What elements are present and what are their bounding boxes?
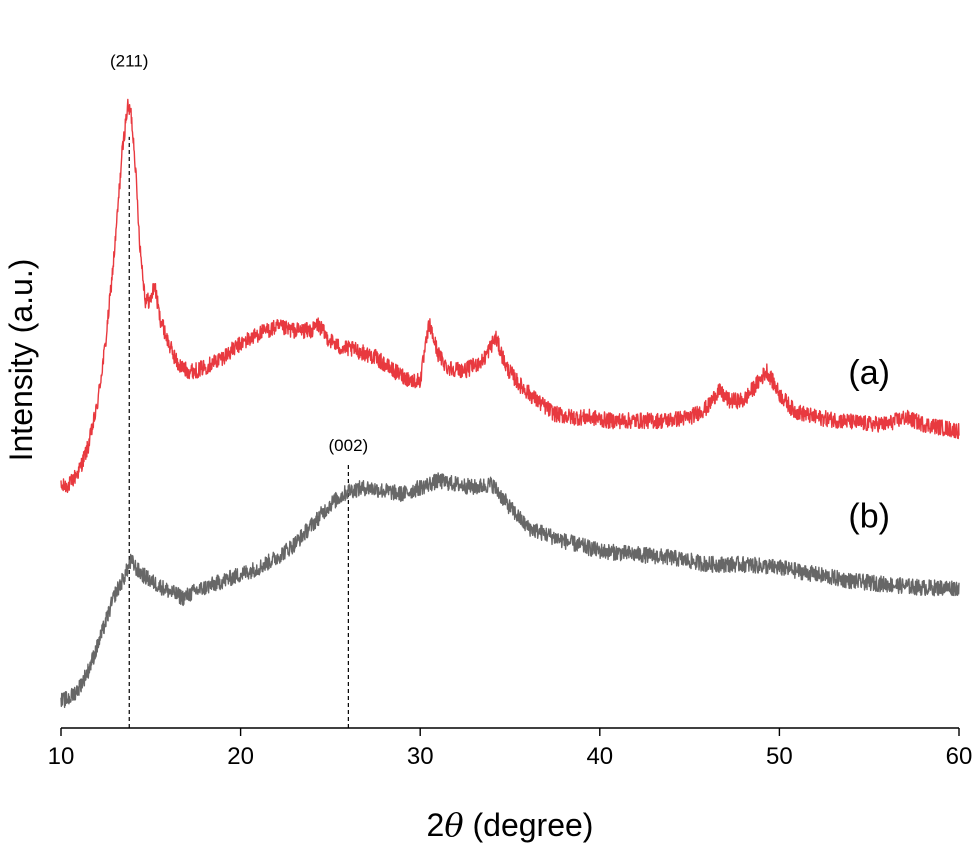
x-ticks: 10 20 30 40 50 60 xyxy=(48,728,973,770)
series-line-a xyxy=(60,98,960,494)
series-line-b xyxy=(60,472,960,709)
peak-label: (002) xyxy=(329,436,369,455)
x-tick-label: 10 xyxy=(48,743,75,770)
series-label: (b) xyxy=(848,498,890,536)
x-tick-label: 20 xyxy=(227,743,254,770)
peak-label: (211) xyxy=(110,52,148,71)
peak-guides xyxy=(128,136,349,728)
series-layer xyxy=(60,98,960,709)
x-axis-title: 2θ (degree) xyxy=(427,806,594,844)
x-tick-label: 30 xyxy=(407,743,434,770)
series-label: (a) xyxy=(848,354,890,392)
x-tick-label: 60 xyxy=(946,743,973,770)
x-tick-label: 40 xyxy=(586,743,613,770)
x-tick-label: 50 xyxy=(766,743,793,770)
y-axis-title: Intensity (a.u.) xyxy=(3,259,39,462)
labels-layer: (211) (002) (a) (b) xyxy=(110,52,890,536)
